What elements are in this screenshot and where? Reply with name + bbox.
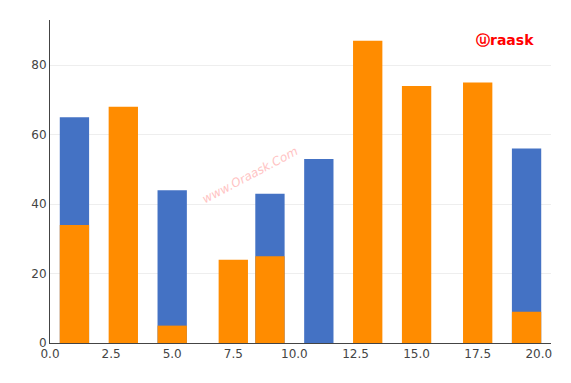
- svg-text:0.0: 0.0: [40, 347, 59, 361]
- svg-text:www.Oraask.Com: www.Oraask.Com: [200, 144, 300, 206]
- svg-text:17.5: 17.5: [464, 347, 491, 361]
- svg-text:ⓤraask: ⓤraask: [476, 32, 534, 48]
- svg-text:5.0: 5.0: [163, 347, 182, 361]
- svg-text:40: 40: [31, 197, 46, 211]
- svg-text:20: 20: [31, 267, 46, 281]
- svg-text:60: 60: [31, 128, 46, 142]
- svg-text:12.5: 12.5: [342, 347, 369, 361]
- svg-text:10.0: 10.0: [281, 347, 308, 361]
- svg-text:0: 0: [39, 336, 47, 350]
- svg-text:80: 80: [31, 58, 46, 72]
- svg-text:2.5: 2.5: [102, 347, 121, 361]
- svg-text:7.5: 7.5: [224, 347, 243, 361]
- svg-text:20.0: 20.0: [525, 347, 552, 361]
- svg-text:15.0: 15.0: [403, 347, 430, 361]
